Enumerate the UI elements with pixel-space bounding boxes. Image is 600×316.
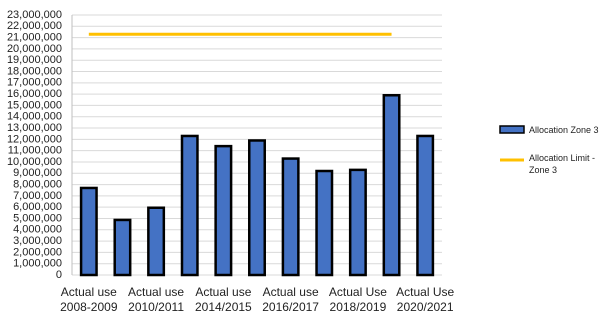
y-tick-label: 9,000,000 [13, 167, 62, 179]
bar [79, 186, 98, 277]
y-tick-label: 17,000,000 [7, 77, 62, 89]
y-tick-label: 4,000,000 [13, 224, 62, 236]
y-tick-label: 0 [56, 269, 62, 281]
y-tick-label: 7,000,000 [13, 190, 62, 202]
legend-marker [499, 125, 525, 134]
x-tick-label: Actual use 2010/2011 [128, 285, 185, 314]
y-tick-label: 3,000,000 [13, 235, 62, 247]
bar [113, 218, 132, 277]
y-tick-label: 12,000,000 [7, 133, 62, 145]
y-tick-label: 19,000,000 [7, 54, 62, 66]
y-tick-label: 23,000,000 [7, 9, 62, 21]
y-tick-label: 15,000,000 [7, 99, 62, 111]
y-tick-label: 16,000,000 [7, 88, 62, 100]
x-tick-label: Actual Use 2020/2021 [396, 285, 455, 314]
y-tick-label: 13,000,000 [7, 122, 62, 134]
bar [382, 94, 401, 277]
y-tick-label: 1,000,000 [13, 258, 62, 270]
y-tick-label: 10,000,000 [7, 156, 62, 168]
legend-label: Allocation Zone 3 [529, 125, 599, 135]
x-tick-label: Actual use 2014/2015 [194, 285, 252, 314]
bar [214, 144, 233, 277]
bar [348, 168, 367, 277]
y-tick-label: 18,000,000 [7, 65, 62, 77]
y-tick-label: 22,000,000 [7, 20, 62, 32]
x-tick-label: Actual use 2008-2009 [60, 285, 118, 314]
y-tick-label: 6,000,000 [13, 201, 62, 213]
bar [180, 134, 199, 277]
bar [416, 134, 435, 277]
x-tick-label: Actual use 2016/2017 [262, 285, 319, 314]
y-tick-label: 5,000,000 [13, 212, 62, 224]
bar [248, 139, 266, 277]
bar [281, 157, 300, 277]
y-tick-label: 20,000,000 [7, 43, 62, 55]
y-tick-label: 14,000,000 [7, 111, 62, 123]
bar [315, 169, 334, 277]
legend-label: Allocation Limit - Zone 3 [529, 153, 596, 175]
y-tick-label: 2,000,000 [13, 246, 62, 258]
y-tick-label: 8,000,000 [13, 178, 62, 190]
y-tick-label: 21,000,000 [7, 32, 62, 44]
x-tick-label: Actual Use 2018/2019 [328, 285, 387, 314]
bar [147, 206, 166, 277]
y-tick-label: 11,000,000 [8, 145, 62, 157]
